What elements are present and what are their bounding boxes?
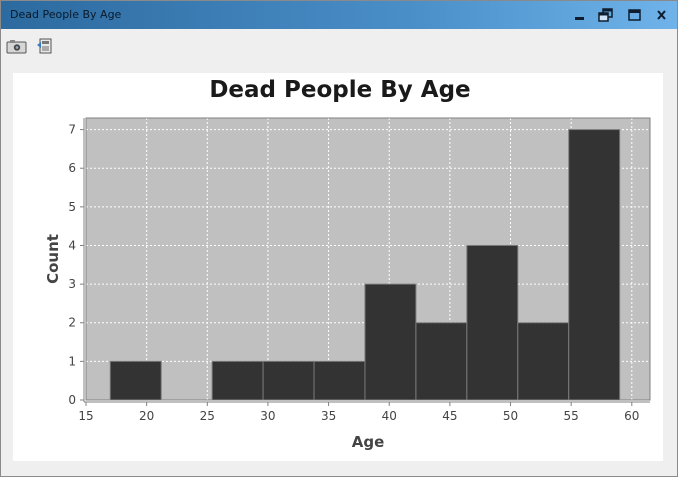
y-tick-label: 5	[68, 200, 76, 214]
histogram-bar	[517, 322, 570, 401]
y-tick-label: 3	[68, 277, 76, 291]
y-axis-label: Count	[44, 234, 62, 284]
x-tick-label: 45	[442, 409, 457, 423]
export-icon	[37, 38, 52, 54]
x-tick-label: 20	[139, 409, 154, 423]
toolbar	[1, 30, 677, 60]
x-axis-label: Age	[352, 433, 385, 451]
chart-title: Dead People By Age	[209, 77, 471, 103]
camera-icon	[6, 40, 27, 54]
histogram-bar	[262, 360, 315, 401]
plot-border	[85, 117, 651, 401]
window-title: Dead People By Age	[10, 8, 122, 21]
maximize-icon[interactable]	[626, 7, 644, 23]
histogram-bar	[415, 322, 468, 401]
x-tick-label: 60	[624, 409, 639, 423]
x-tick-label: 40	[382, 409, 397, 423]
histogram-bar	[109, 360, 162, 401]
y-tick-label: 7	[68, 123, 76, 137]
histogram-bar	[466, 244, 519, 401]
y-tick-label: 2	[68, 316, 76, 330]
y-tick-label: 4	[68, 238, 76, 252]
x-tick-label: 50	[503, 409, 518, 423]
close-icon[interactable]	[653, 7, 671, 23]
histogram-bar	[313, 360, 366, 401]
y-tick-label: 6	[68, 161, 76, 175]
export-button[interactable]	[35, 36, 57, 56]
restore-icon[interactable]	[597, 7, 615, 23]
histogram-bar	[211, 360, 264, 401]
minimize-icon[interactable]	[571, 7, 589, 23]
x-tick-label: 15	[78, 409, 93, 423]
x-tick-label: 30	[260, 409, 275, 423]
x-tick-label: 25	[200, 409, 215, 423]
x-tick-label: 35	[321, 409, 336, 423]
histogram-bar	[568, 129, 621, 401]
histogram-bar	[364, 283, 417, 401]
x-tick-label: 55	[564, 409, 579, 423]
y-tick-label: 0	[68, 393, 76, 407]
y-tick-label: 1	[68, 354, 76, 368]
title-bar[interactable]: Dead People By Age	[1, 1, 677, 29]
screenshot-button[interactable]	[6, 36, 28, 56]
